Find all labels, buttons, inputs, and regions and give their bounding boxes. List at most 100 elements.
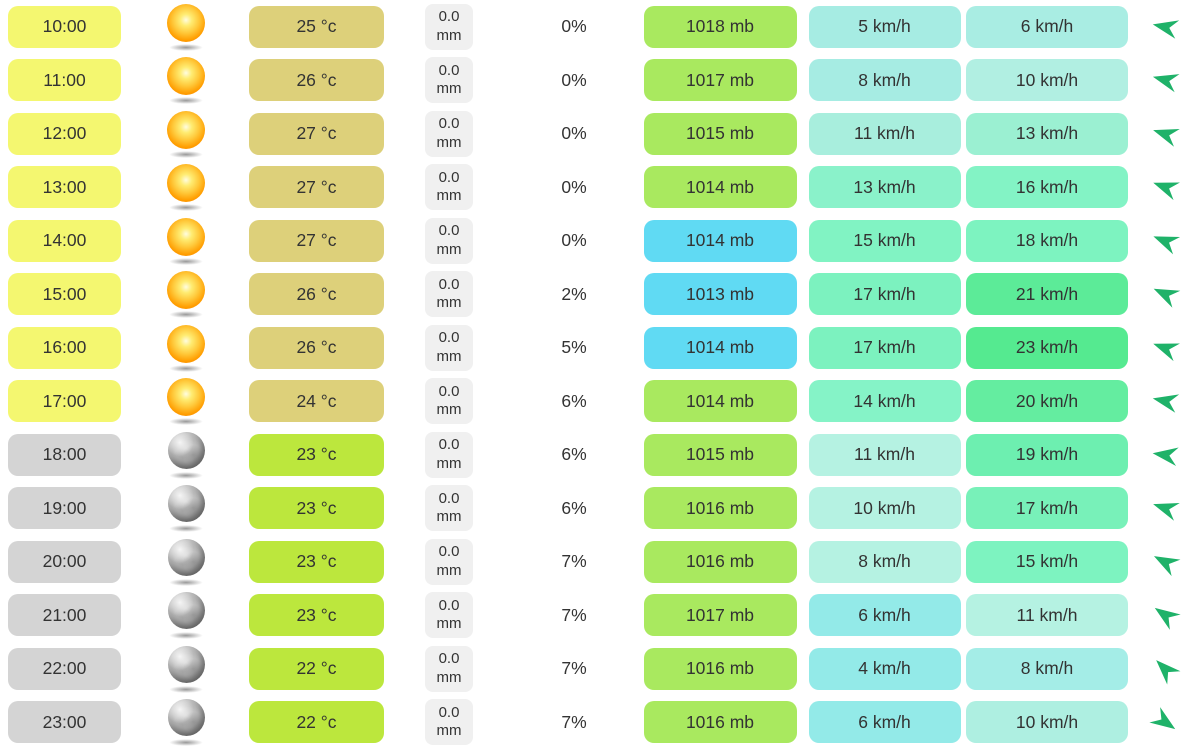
wind-gust-badge: 21 km/h (966, 273, 1128, 316)
wind-direction-arrow-icon (1152, 74, 1180, 93)
time-badge: 16:00 (8, 326, 121, 369)
sun-icon (163, 53, 209, 105)
icon-shadow (169, 43, 203, 51)
forecast-row: 13:00 27 °c 0.0 mm 0% 1014 mb 13 km/h (0, 160, 1200, 215)
pressure-badge: 1017 mb (643, 594, 797, 637)
sun-icon (163, 320, 209, 367)
time-badge: 10:00 (8, 5, 121, 48)
icon-shadow (169, 525, 203, 533)
wind-gust-badge: 20 km/h (966, 380, 1128, 423)
pressure-badge: 1016 mb (643, 540, 797, 583)
icon-shadow (169, 685, 203, 693)
temperature-badge: 27 °c (249, 166, 384, 209)
precipitation-unit: mm (436, 240, 462, 258)
precipitation-value: 0.0 (438, 222, 460, 239)
sun-icon (163, 374, 209, 421)
time-badge: 14:00 (8, 219, 121, 262)
sun-icon (163, 0, 209, 46)
precipitation-value: 0.0 (438, 168, 460, 186)
icon-shadow (169, 257, 203, 265)
wind-direction-arrow-icon (1153, 182, 1180, 201)
moon-icon (167, 699, 205, 737)
forecast-row: 19:00 23 °c 0.0 mm 6% 1016 mb 10 km/h (0, 482, 1200, 536)
sun-icon (163, 0, 209, 52)
time-badge: 18:00 (8, 433, 121, 476)
time-badge: 13:00 (8, 166, 121, 209)
wind-direction-arrow-icon (1153, 503, 1180, 522)
pressure-badge: 1017 mb (643, 59, 797, 102)
forecast-row: 11:00 26 °c 0.0 mm 0% 1017 mb 8 km/h 1 (0, 53, 1200, 108)
wind-gust-badge: 10 km/h (966, 701, 1128, 744)
wind-speed-badge: 4 km/h (808, 647, 961, 690)
moon-icon (167, 592, 205, 630)
wind-direction-arrow-icon (1153, 555, 1181, 576)
pressure-badge: 1016 mb (643, 647, 797, 690)
sun-icon (163, 374, 209, 426)
sun-icon (163, 160, 209, 207)
temperature-badge: 22 °c (249, 647, 384, 690)
precipitation-unit: mm (436, 80, 462, 98)
pressure-badge: 1013 mb (643, 273, 797, 316)
sun-icon (163, 160, 209, 212)
icon-shadow (169, 311, 203, 319)
precipitation-badge: 0.0 mm (425, 538, 473, 585)
precipitation-unit: mm (436, 294, 462, 312)
time-badge: 20:00 (8, 540, 121, 583)
moon-icon (163, 430, 209, 480)
pressure-badge: 1014 mb (643, 166, 797, 209)
wind-speed-badge: 14 km/h (808, 380, 961, 423)
temperature-badge: 22 °c (249, 701, 384, 744)
wind-speed-badge: 6 km/h (808, 594, 961, 637)
forecast-row: 20:00 23 °c 0.0 mm 7% 1016 mb 8 km/h 1 (0, 535, 1200, 589)
precipitation-badge: 0.0 mm (425, 110, 473, 157)
moon-icon (163, 697, 209, 747)
wind-direction-arrow-icon (1149, 707, 1176, 730)
wind-speed-badge: 6 km/h (808, 701, 961, 744)
moon-icon (167, 538, 205, 576)
icon-shadow (169, 97, 203, 105)
precip-probability-label: 0% (561, 16, 587, 37)
icon-shadow (169, 418, 203, 426)
wind-gust-badge: 10 km/h (966, 59, 1128, 102)
precipitation-value: 0.0 (438, 329, 460, 346)
wind-direction-arrow-icon (1156, 659, 1181, 685)
forecast-row: 15:00 26 °c 0.0 mm 2% 1013 mb 17 km/h (0, 267, 1200, 322)
forecast-row: 10:00 25 °c 0.0 mm 0% 1018 mb 5 km/h 6 (0, 0, 1200, 54)
precipitation-badge: 0.0 mm (425, 592, 473, 639)
time-badge: 15:00 (8, 273, 121, 316)
wind-direction-arrow-icon (1152, 20, 1180, 39)
forecast-row: 18:00 23 °c 0.0 mm 6% 1015 mb 11 km/h (0, 428, 1200, 482)
wind-gust-badge: 15 km/h (966, 540, 1128, 583)
precip-probability-label: 0% (561, 176, 587, 197)
sun-icon (163, 106, 209, 159)
precipitation-unit: mm (436, 722, 462, 740)
precipitation-unit: mm (436, 347, 462, 365)
wind-direction-arrow-icon (1153, 343, 1180, 361)
temperature-badge: 23 °c (249, 540, 384, 583)
wind-direction-arrow-icon (1154, 608, 1181, 631)
wind-speed-badge: 8 km/h (808, 59, 961, 102)
forecast-row: 14:00 27 °c 0.0 mm 0% 1014 mb 15 km/h (0, 213, 1200, 268)
precip-probability-label: 5% (561, 337, 587, 358)
icon-shadow (169, 150, 203, 158)
forecast-row: 23:00 22 °c 0.0 mm 7% 1016 mb 6 km/h 1 (0, 696, 1200, 750)
precipitation-unit: mm (436, 615, 462, 633)
temperature-badge: 26 °c (249, 326, 384, 369)
moon-icon (163, 483, 209, 533)
pressure-badge: 1015 mb (643, 433, 797, 476)
forecast-row: 22:00 22 °c 0.0 mm 7% 1016 mb 4 km/h 8 (0, 642, 1200, 696)
wind-gust-badge: 6 km/h (966, 5, 1128, 48)
temperature-badge: 23 °c (249, 433, 384, 476)
wind-speed-badge: 5 km/h (808, 5, 961, 48)
sun-icon (163, 213, 209, 260)
pressure-badge: 1018 mb (643, 5, 797, 48)
time-badge: 23:00 (8, 701, 121, 744)
temperature-badge: 24 °c (249, 380, 384, 423)
temperature-badge: 27 °c (249, 219, 384, 262)
precipitation-value: 0.0 (438, 275, 460, 293)
precip-probability-label: 0% (561, 230, 587, 251)
icon-shadow (169, 578, 203, 586)
icon-shadow (169, 364, 203, 372)
wind-gust-badge: 18 km/h (966, 219, 1128, 262)
wind-gust-badge: 23 km/h (966, 326, 1128, 369)
